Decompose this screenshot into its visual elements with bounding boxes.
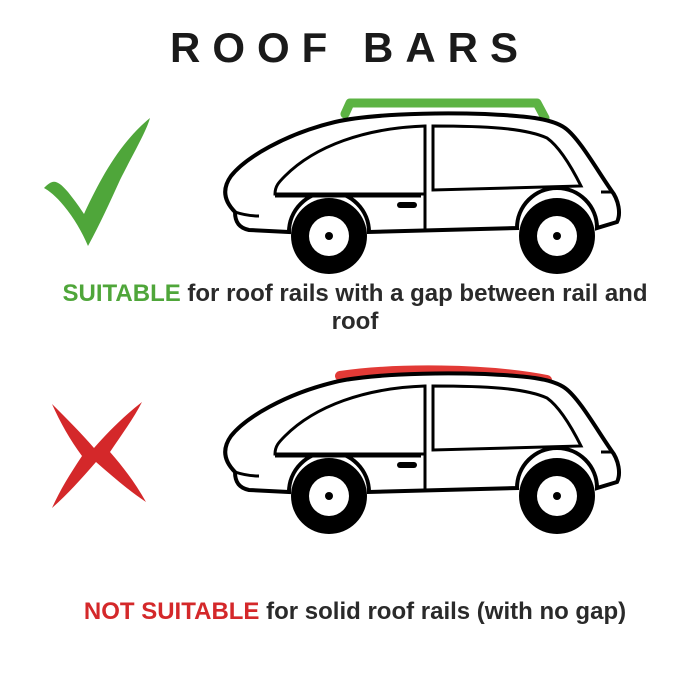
caption-not-suitable-lead: NOT SUITABLE bbox=[84, 598, 260, 625]
row-not-suitable: NOT SUITABLE for solid roof rails (with … bbox=[0, 342, 700, 632]
caption-suitable: SUITABLE for roof rails with a gap betwe… bbox=[40, 280, 670, 336]
car-not-suitable-illustration bbox=[165, 342, 665, 567]
caption-suitable-rest: for roof rails with a gap between rail a… bbox=[181, 280, 648, 335]
caption-not-suitable-rest: for solid roof rails (with no gap) bbox=[259, 598, 626, 625]
roof-bars-infographic: ROOF BARS bbox=[0, 0, 700, 700]
page-title: ROOF BARS bbox=[0, 0, 700, 82]
caption-not-suitable: NOT SUITABLE for solid roof rails (with … bbox=[40, 598, 670, 626]
caption-suitable-lead: SUITABLE bbox=[63, 280, 181, 307]
cross-icon bbox=[34, 382, 154, 522]
car-suitable-illustration bbox=[165, 82, 665, 307]
row-suitable: SUITABLE for roof rails with a gap betwe… bbox=[0, 82, 700, 342]
checkmark-icon bbox=[34, 110, 154, 250]
